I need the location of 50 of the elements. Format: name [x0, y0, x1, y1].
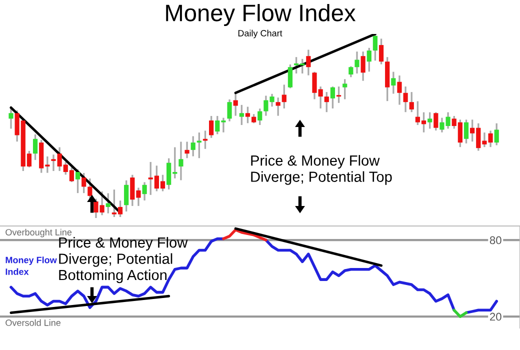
candlestick: [196, 132, 202, 158]
y-tick-label: 20: [490, 312, 502, 321]
candlestick: [178, 142, 184, 180]
candlestick: [209, 116, 214, 138]
candlestick: [397, 75, 402, 105]
annotation: Price & Money Flow Diverge; Potential Top: [251, 155, 392, 185]
candlestick: [354, 52, 360, 74]
candlestick: [403, 86, 408, 112]
candlestick: [336, 86, 342, 103]
candlestick: [494, 123, 499, 146]
candlestick: [233, 92, 238, 116]
candlestick: [378, 38, 384, 64]
candlestick: [434, 112, 438, 131]
candlestick: [245, 106, 250, 124]
candlestick: [258, 108, 262, 125]
candlestick: [239, 104, 244, 125]
candlestick: [88, 178, 92, 200]
line-series: [222, 228, 268, 242]
candlestick: [32, 134, 38, 160]
candlestick: [142, 182, 147, 200]
candlestick: [409, 92, 414, 112]
candlestick: [330, 86, 336, 108]
candlestick: [82, 173, 86, 194]
candlestick: [106, 193, 110, 214]
candlestick: [75, 169, 80, 194]
candlestick: [227, 99, 232, 122]
candlestick: [288, 64, 293, 88]
candlestick: [464, 120, 469, 144]
chart-title: Money Flow Index: [166, 4, 356, 26]
candlestick: [8, 108, 14, 129]
candlestick: [184, 142, 190, 158]
annotation: Price & Money Flow Diverge; Potential Bottoming Action: [59, 237, 188, 284]
candlestick: [372, 34, 378, 61]
candlestick: [428, 112, 432, 129]
candlestick: [366, 48, 372, 72]
candlestick: [324, 92, 329, 112]
ref-line-label: Oversold Line: [6, 319, 60, 326]
candlestick: [124, 180, 129, 212]
candlestick: [190, 136, 196, 156]
candlestick: [282, 84, 286, 108]
series-label: Money Flow Index: [6, 256, 57, 275]
candlestick: [391, 72, 396, 94]
candlestick: [276, 98, 280, 116]
y-tick-label: 80: [490, 236, 502, 244]
candlestick: [348, 66, 354, 78]
chart-subtitle: Daily Chart: [238, 30, 282, 38]
candlestick: [360, 52, 366, 81]
ref-line-label: Overbought Line: [6, 228, 72, 238]
candlestick: [306, 50, 311, 76]
candlestick: [342, 79, 348, 100]
